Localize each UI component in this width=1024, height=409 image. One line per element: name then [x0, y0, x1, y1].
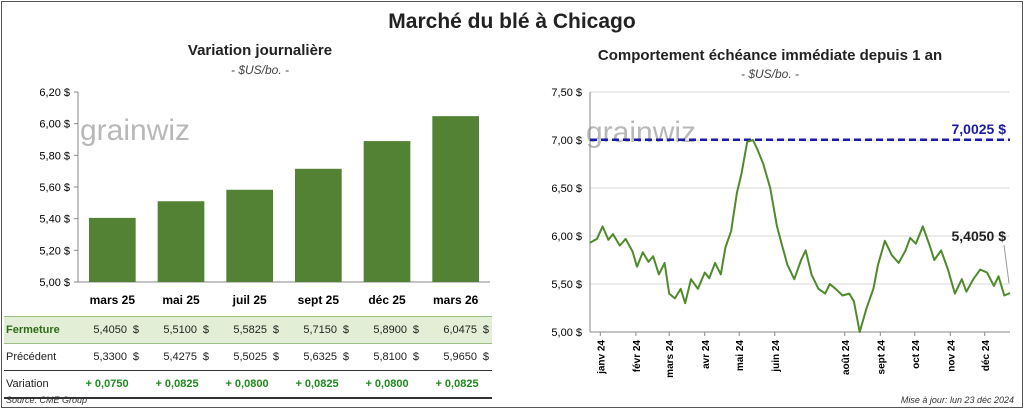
- line-x-tick-label: nov 24: [946, 340, 957, 372]
- table-cell: 5,4275 $: [163, 351, 209, 363]
- table-cell: 5,8900 $: [352, 316, 422, 344]
- bar-y-tick-label: 6,20 $: [39, 87, 70, 99]
- bar-chart: grainwiz 5,00 $ 5,20 $ 5,40 $ 5,60 $ 5,80 $ 6…: [39, 87, 490, 307]
- table-cell: + 0,0825: [142, 370, 212, 399]
- bar-y-tick-label: 5,60 $: [39, 182, 70, 194]
- table-row-previous: Précédent 5,3300 $ 5,4275 $ 5,5025 $ 5,6325 $ 5,8…: [4, 344, 492, 371]
- bar-y-tick-label: 6,00 $: [39, 119, 70, 131]
- bar-2: [226, 189, 274, 282]
- table-cell: + 0,0750: [72, 370, 142, 399]
- bar-y-tick-label: 5,80 $: [39, 150, 70, 162]
- last-value-label: 5,4050 $: [952, 228, 1007, 244]
- bar-category-label: sept 25: [298, 293, 340, 307]
- table-cell: + 0,0825: [422, 370, 492, 399]
- line-x-tick-label: juin 24: [771, 340, 782, 373]
- table-cell: 5,5825 $: [212, 316, 282, 344]
- right-chart-title: Comportement échéance immédiate depuis 1…: [597, 47, 943, 64]
- line-x-tick-label: avr 24: [701, 340, 712, 369]
- left-chart-unit: - $US/bo. -: [230, 63, 290, 77]
- table-cell: 5,9650 $: [443, 351, 489, 363]
- line-x-tick-label: août 24: [841, 340, 852, 375]
- bar-category-label: mai 25: [162, 293, 200, 307]
- table-row-change: Variation + 0,0750 + 0,0825 + 0,0800 + 0,082…: [4, 370, 492, 399]
- reference-line-label: 7,0025 $: [952, 121, 1007, 137]
- line-x-tick-label: oct 24: [911, 340, 922, 369]
- left-chart-title: Variation journalière: [187, 42, 333, 59]
- line-y-tick-label: 5,00 $: [551, 327, 582, 339]
- line-y-tick-label: 5,50 $: [551, 279, 582, 291]
- table-cell: 5,7150 $: [282, 316, 352, 344]
- line-x-tick-label: sept 24: [876, 340, 887, 375]
- line-y-tick-label: 7,00 $: [551, 135, 582, 147]
- table-cell: 5,8100 $: [373, 351, 419, 363]
- bar-y-tick-label: 5,20 $: [39, 245, 70, 257]
- table-row-label: Fermeture: [4, 316, 72, 344]
- table-row-label: Précédent: [6, 351, 57, 363]
- line-x-tick-label: déc 24: [981, 340, 992, 372]
- bar-4: [363, 141, 411, 282]
- line-y-tick-label: 6,50 $: [551, 183, 582, 195]
- table-row-label: Variation: [4, 370, 72, 399]
- table-cell: 5,5025 $: [233, 351, 279, 363]
- right-chart-unit: - $US/bo. -: [740, 67, 800, 81]
- table-row-close: Fermeture 5,4050 $5,5100 $5,5825 $5,7150 $5,8…: [4, 316, 492, 344]
- bar-y-tick-label: 5,00 $: [39, 277, 70, 289]
- table-cell: 5,5100 $: [142, 316, 212, 344]
- table-cell: 5,3300 $: [93, 351, 139, 363]
- table-cell: 5,6325 $: [303, 351, 349, 363]
- bar-1: [157, 201, 205, 282]
- line-y-tick-label: 6,00 $: [551, 231, 582, 243]
- last-value-leader: [1003, 244, 1010, 284]
- bar-5: [432, 116, 480, 282]
- footer-source: Source: CME Group: [6, 395, 88, 405]
- bar-category-label: juil 25: [232, 293, 267, 307]
- table-cell: + 0,0800: [212, 370, 282, 399]
- table-cell: + 0,0800: [352, 370, 422, 399]
- bar-y-tick-label: 5,40 $: [39, 214, 70, 226]
- bar-0: [88, 217, 136, 282]
- line-x-tick-label: mars 24: [665, 340, 676, 378]
- right-watermark: grainwiz: [586, 116, 696, 149]
- bar-category-label: mars 25: [90, 293, 136, 307]
- price-series-line: [589, 139, 1011, 333]
- table-cell: 6,0475 $: [422, 316, 492, 344]
- line-x-tick-label: mai 24: [735, 340, 746, 372]
- footer-updated: Mise à jour: lun 23 déc 2024: [900, 395, 1014, 405]
- left-watermark: grainwiz: [80, 114, 190, 147]
- line-y-tick-label: 7,50 $: [551, 87, 582, 99]
- main-title: Marché du blé à Chicago: [388, 10, 636, 33]
- table-cell: 5,4050 $: [72, 316, 142, 344]
- line-x-tick-label: févr 24: [632, 340, 643, 373]
- line-x-tick-label: janv 24: [596, 340, 607, 375]
- bar-3: [294, 168, 342, 282]
- price-table: Fermeture 5,4050 $5,5100 $5,5825 $5,7150 $5,8…: [4, 316, 492, 399]
- bar-category-label: mars 26: [433, 293, 479, 307]
- bar-category-label: déc 25: [368, 293, 406, 307]
- line-chart: grainwiz 5,00 $ 5,50 $ 6,00 $ 6,50 $ 7,00 $ 7…: [551, 87, 1011, 378]
- table-cell: + 0,0825: [282, 370, 352, 399]
